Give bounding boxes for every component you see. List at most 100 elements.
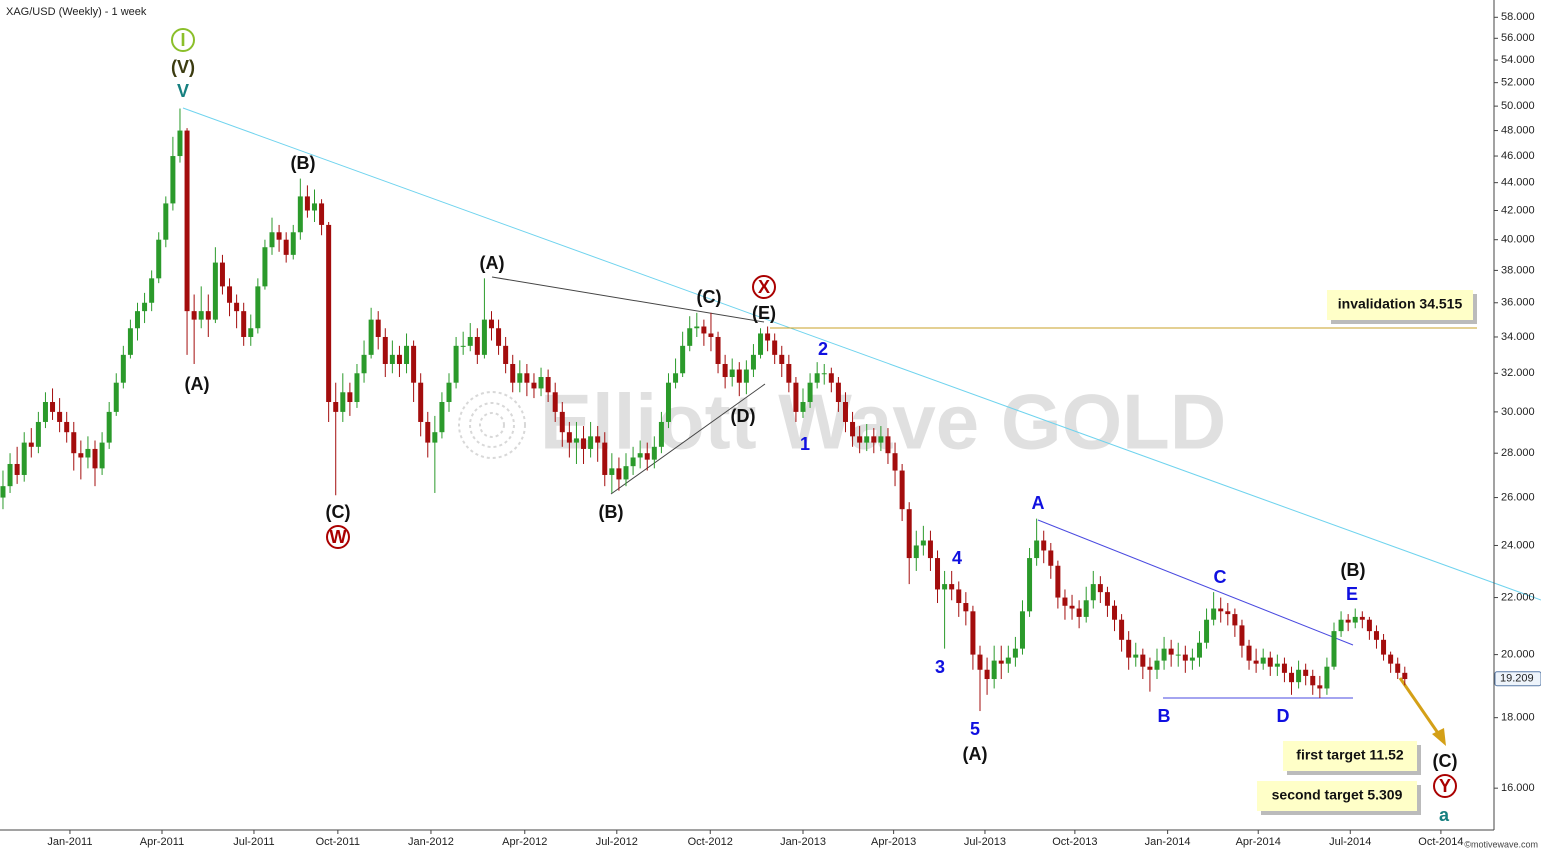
candle-body [1324, 666, 1330, 689]
candle-body [637, 453, 643, 458]
candle-body [1083, 600, 1089, 617]
candle-body [283, 239, 289, 255]
y-tick-label: 40.000 [1501, 234, 1535, 246]
candle-body [588, 436, 594, 449]
candle-body [1104, 592, 1110, 606]
candle-body [7, 463, 13, 487]
candle-body [1090, 584, 1096, 601]
candle-body [899, 470, 905, 510]
x-tick-label: Oct-2012 [688, 836, 733, 848]
candle-body [120, 354, 126, 383]
candle-body [1041, 540, 1047, 551]
candle-body [524, 373, 530, 383]
y-tick-label: 36.000 [1501, 297, 1535, 309]
candle-body [1055, 565, 1061, 598]
candle-body [1076, 608, 1082, 617]
x-tick-label: Jan-2014 [1145, 836, 1191, 848]
wave-label: (A) [480, 253, 505, 273]
wave-label: (A) [185, 374, 210, 394]
candle-body [545, 377, 551, 393]
candle-body [1182, 654, 1188, 661]
y-tick-label: 48.000 [1501, 124, 1535, 136]
candle-body [149, 278, 155, 303]
candle-body [14, 463, 20, 475]
y-tick-label: 30.000 [1501, 406, 1535, 418]
wave-label: V [177, 81, 189, 101]
candle-body [361, 354, 367, 374]
candle-body [850, 421, 856, 437]
candle-body [1005, 657, 1011, 664]
candle-body [382, 336, 388, 364]
candle-body [736, 369, 742, 383]
candle-body [241, 311, 247, 337]
candle-body [255, 286, 261, 329]
candle-body [425, 421, 431, 443]
wave-label: X [758, 277, 770, 297]
candle-body [389, 354, 395, 364]
chart-title: XAG/USD (Weekly) - 1 week [6, 6, 147, 18]
candle-body [276, 232, 282, 240]
label-box [1257, 781, 1417, 811]
candle-body [913, 545, 919, 559]
y-tick-label: 38.000 [1501, 264, 1535, 276]
candle-body [50, 402, 56, 412]
candle-body [722, 363, 728, 378]
candle-body [673, 373, 679, 383]
candle-body [857, 436, 863, 443]
candle-body [581, 438, 587, 449]
candle-body [602, 442, 608, 475]
trend-line [182, 107, 1541, 601]
candle-body [1267, 657, 1273, 667]
candle-body [113, 382, 119, 412]
candle-body [262, 247, 268, 287]
candle-body [64, 421, 70, 433]
wave-label: C [1214, 567, 1227, 587]
x-tick-label: Apr-2011 [140, 836, 184, 848]
candle-body [1140, 654, 1146, 667]
candle-body [354, 373, 360, 403]
y-tick-label: 58.000 [1501, 11, 1535, 23]
wave-label: (C) [697, 287, 722, 307]
candle-body [326, 224, 332, 403]
candle-body [446, 382, 452, 403]
candle-body [1062, 597, 1068, 606]
candle-body [474, 336, 480, 355]
candle-body [942, 584, 948, 590]
candle-body [1196, 642, 1202, 658]
x-tick-label: Apr-2012 [502, 836, 547, 848]
candle-body [1388, 654, 1394, 664]
candle-body [758, 333, 764, 355]
wave-label: (C) [1433, 751, 1458, 771]
candle-body [1402, 672, 1408, 680]
candle-body [21, 442, 27, 475]
candle-body [821, 373, 827, 375]
candle-body [319, 203, 325, 225]
wave-circle [1433, 774, 1457, 798]
candle-body [1154, 660, 1160, 670]
candle-body [665, 382, 671, 422]
candle-body [949, 584, 955, 590]
candle-body [1317, 685, 1323, 689]
candle-body [418, 382, 424, 422]
candle-body [1204, 619, 1210, 643]
candle-body [842, 402, 848, 422]
candle-body [432, 432, 438, 443]
candle-body [134, 311, 140, 329]
candle-body [1345, 619, 1351, 623]
candle-body [1048, 550, 1054, 566]
candle-body [1366, 619, 1372, 632]
candle-body [573, 438, 579, 443]
candle-body [248, 328, 254, 337]
y-tick-label: 32.000 [1501, 367, 1535, 379]
wave-label: 1 [800, 434, 810, 454]
candle-body [1303, 669, 1309, 676]
trend-line [1037, 519, 1354, 646]
candle-body [163, 203, 169, 240]
candle-body [772, 340, 778, 355]
candle-body [184, 130, 190, 312]
candle-body [644, 453, 650, 460]
candle-body [396, 354, 402, 364]
y-tick-label: 52.000 [1501, 77, 1535, 89]
x-tick-label: Apr-2013 [871, 836, 916, 848]
